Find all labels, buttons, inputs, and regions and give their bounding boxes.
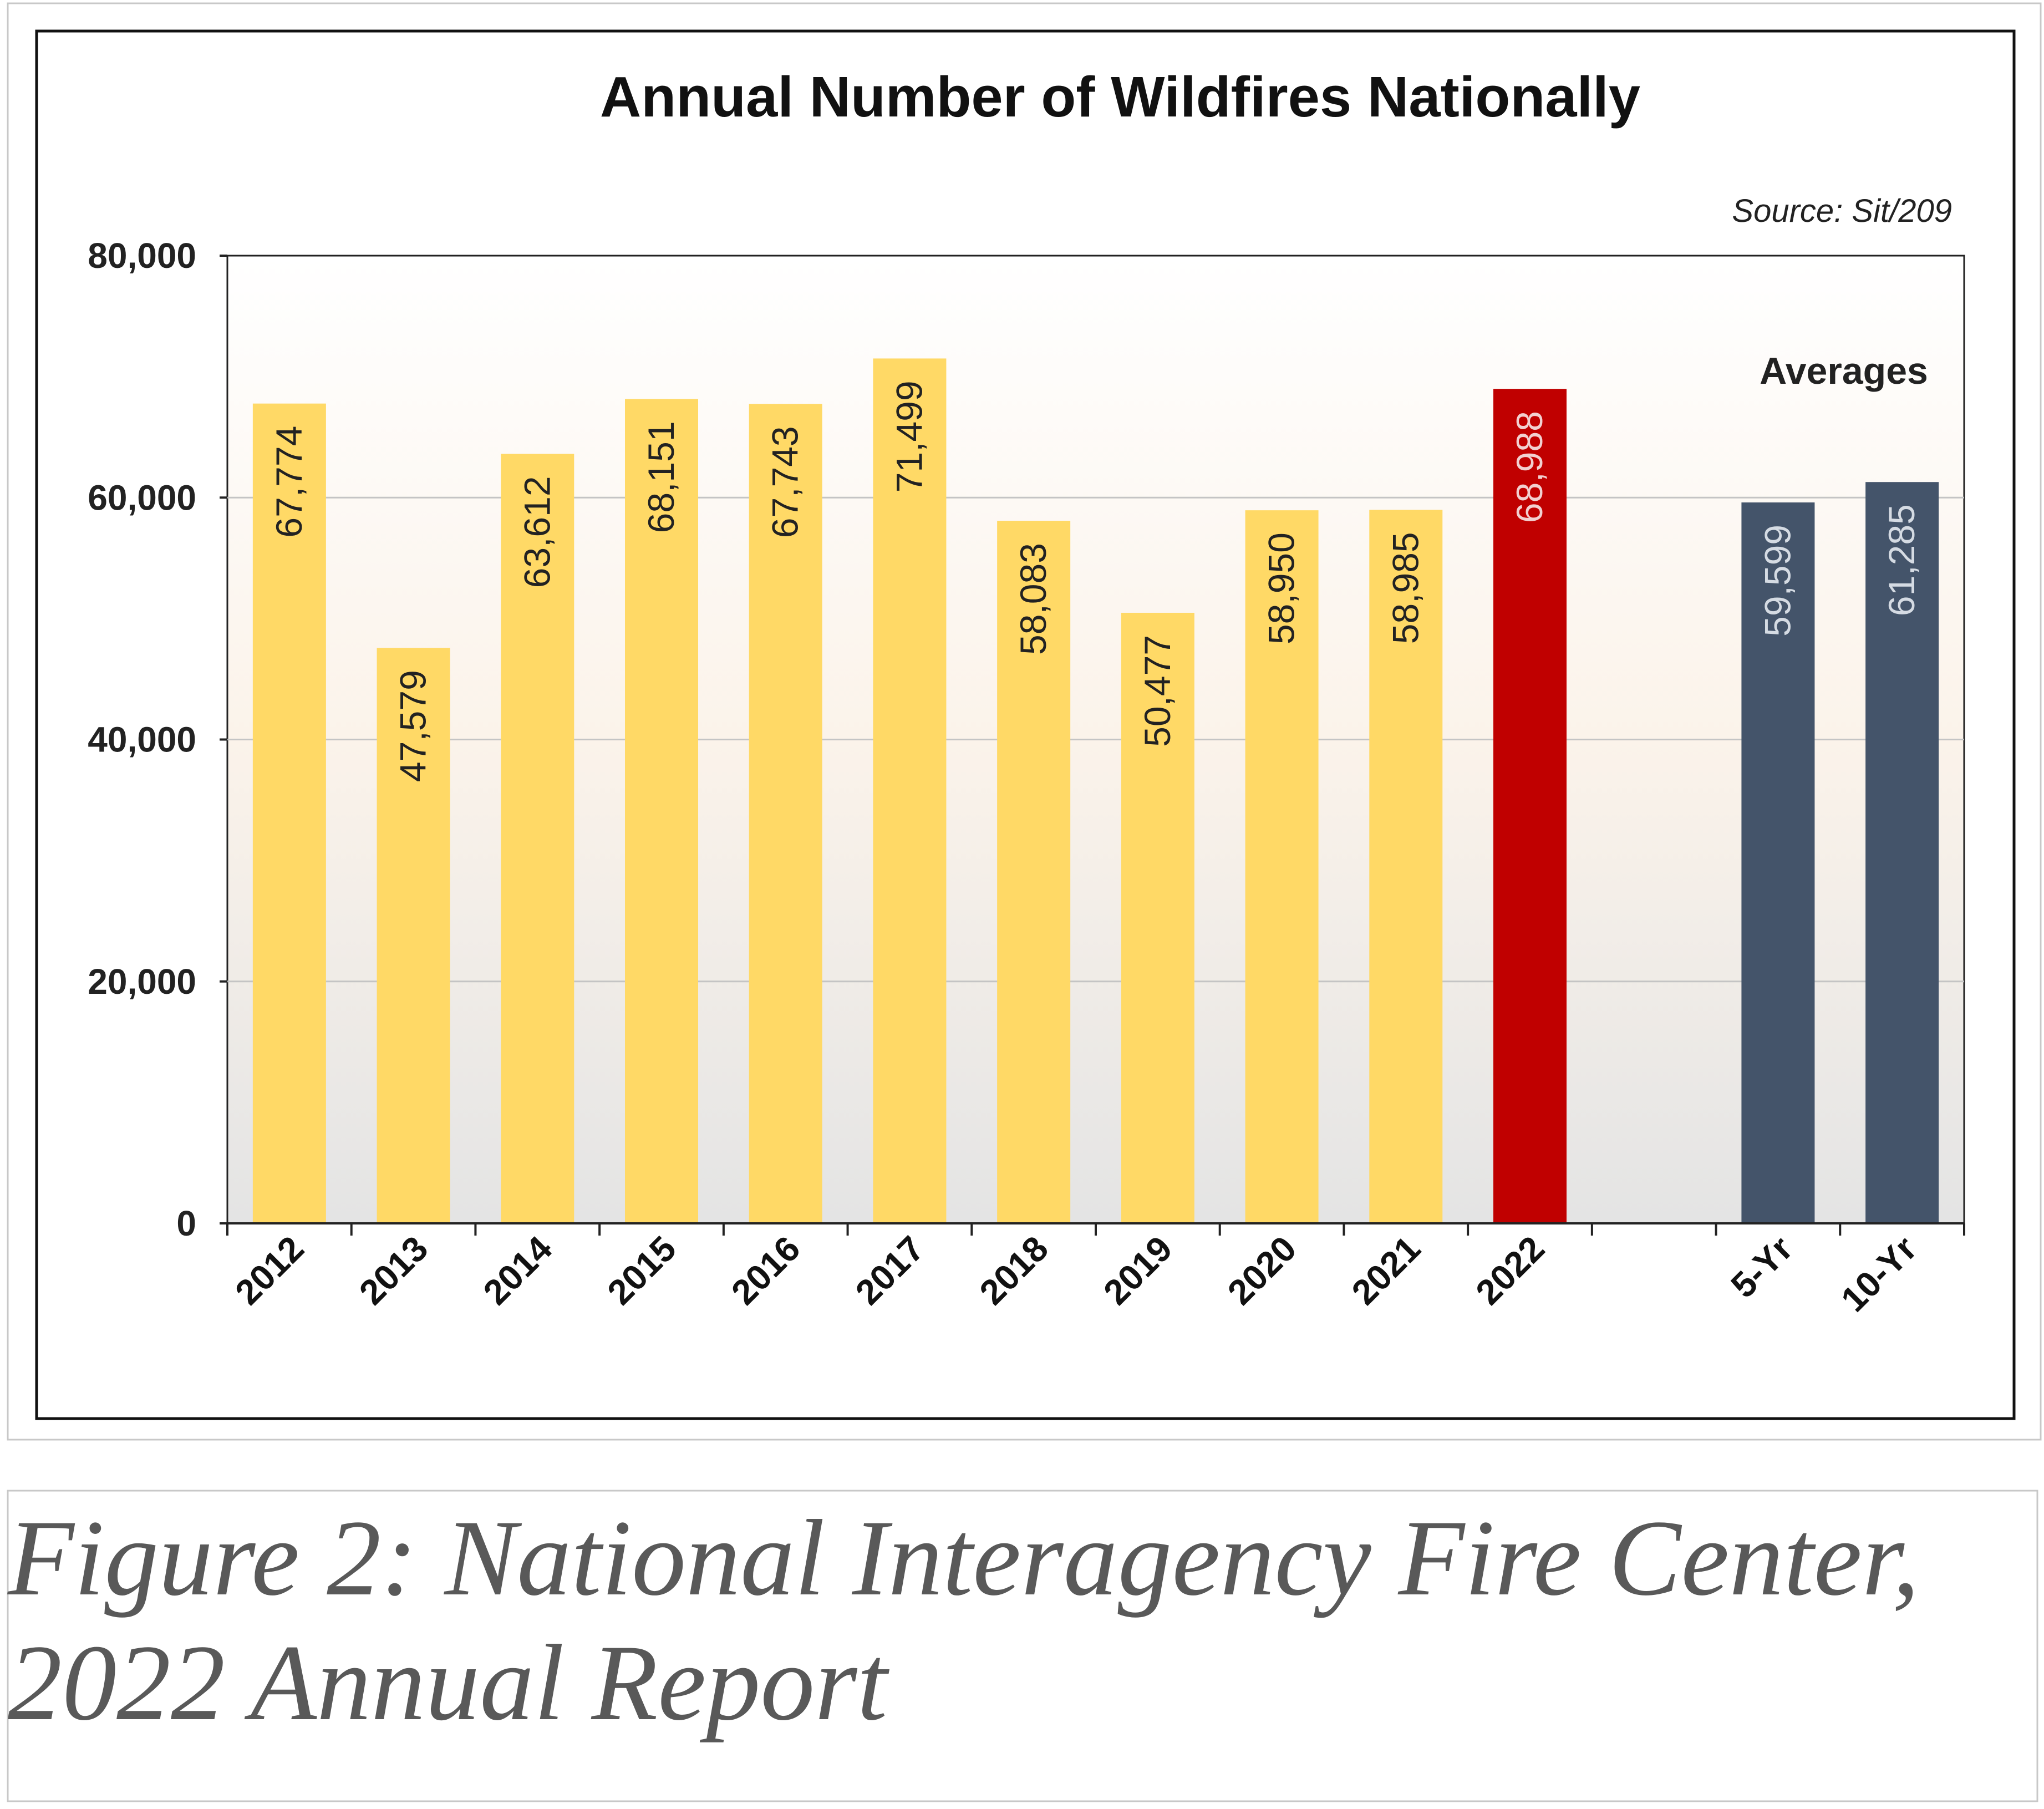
value-label-2013: 47,579 <box>393 670 434 782</box>
bar-2016 <box>749 404 822 1223</box>
bar-10-Yr <box>1865 482 1939 1223</box>
value-label-2016: 67,743 <box>765 426 806 538</box>
bar-2022 <box>1493 389 1567 1224</box>
value-label-2022: 68,988 <box>1509 411 1550 523</box>
bar-2014 <box>501 454 574 1223</box>
chart-title: Annual Number of Wildfires Nationally <box>600 65 1640 129</box>
value-label-2021: 58,985 <box>1385 532 1426 644</box>
caption-box <box>7 1490 2038 1802</box>
bar-2017 <box>873 358 947 1224</box>
y-tick-label: 80,000 <box>88 236 196 276</box>
value-label-2017: 71,499 <box>888 380 929 492</box>
value-label-10-Yr: 61,285 <box>1881 504 1922 616</box>
value-label-2019: 50,477 <box>1137 635 1178 747</box>
value-label-5-Yr: 59,599 <box>1757 525 1798 637</box>
y-tick-label: 40,000 <box>88 720 196 760</box>
bar-2012 <box>252 403 326 1223</box>
bar-2020 <box>1245 510 1319 1224</box>
bar-2021 <box>1369 510 1443 1224</box>
bar-2018 <box>997 521 1071 1223</box>
value-label-2018: 58,083 <box>1013 543 1054 655</box>
bar-2013 <box>377 648 450 1223</box>
bar-5-Yr <box>1741 502 1815 1223</box>
caption-line-1: Figure 2: National Interagency Fire Cent… <box>7 1498 1919 1618</box>
value-label-2012: 67,774 <box>268 426 309 538</box>
caption-line-2: 2022 Annual Report <box>8 1623 890 1743</box>
averages-label: Averages <box>1760 350 1928 392</box>
value-label-2015: 68,151 <box>640 421 682 533</box>
source-note: Source: Sit/209 <box>1732 193 1952 229</box>
y-tick-label: 20,000 <box>88 962 196 1002</box>
bar-2019 <box>1121 612 1194 1223</box>
value-label-2020: 58,950 <box>1261 532 1302 644</box>
y-tick-label: 0 <box>176 1203 196 1243</box>
value-label-2014: 63,612 <box>516 476 557 588</box>
bar-2015 <box>625 399 698 1223</box>
y-tick-label: 60,000 <box>88 477 196 517</box>
